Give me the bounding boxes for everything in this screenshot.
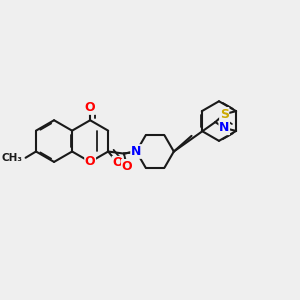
Text: N: N (131, 145, 142, 158)
Text: S: S (220, 108, 229, 121)
Text: N: N (131, 145, 142, 158)
Text: CH₃: CH₃ (2, 153, 23, 163)
Text: O: O (85, 101, 95, 114)
Text: N: N (219, 122, 230, 134)
Text: O: O (112, 157, 123, 169)
Text: O: O (85, 155, 95, 168)
Text: O: O (122, 160, 132, 172)
